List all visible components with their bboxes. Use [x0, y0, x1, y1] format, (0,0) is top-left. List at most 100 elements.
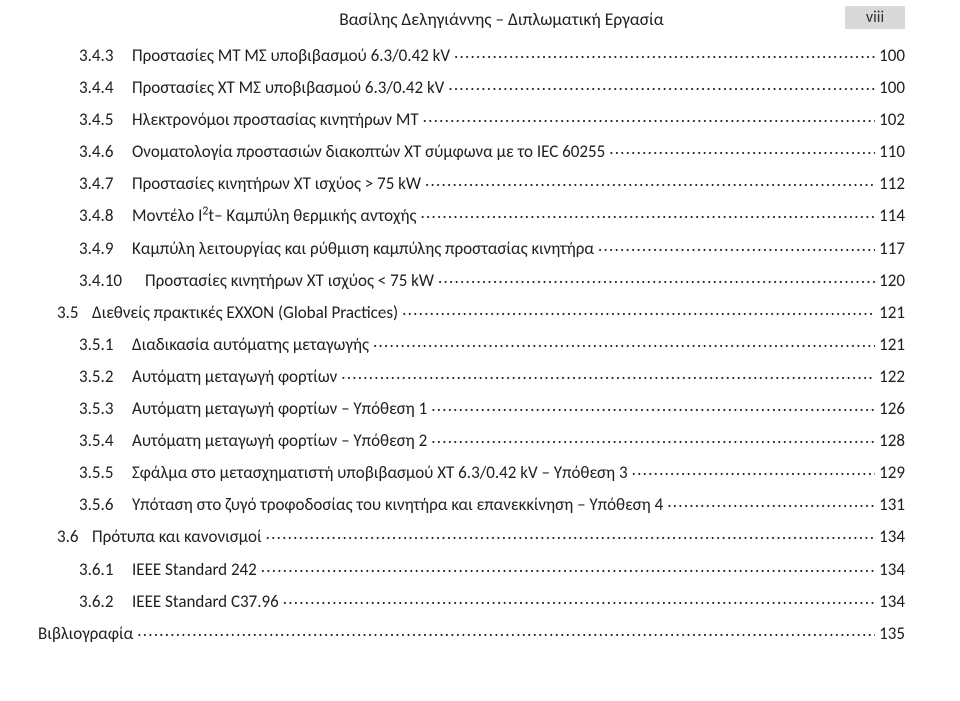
toc-dot-leader — [448, 76, 875, 93]
table-of-contents: 3.4.3Προστασίες ΜΤ ΜΣ υποβιβασμού 6.3/0.… — [38, 44, 905, 642]
toc-dot-leader — [420, 204, 875, 221]
toc-entry-title: Υπόταση στο ζυγό τροφοδοσίας του κινητήρ… — [132, 496, 663, 513]
toc-entry-number: 3.4.3 — [79, 47, 132, 64]
toc-entry-title: Ηλεκτρονόμοι προστασίας κινητήρων ΜΤ — [132, 111, 419, 128]
header-title: Βασίλης Δεληγιάννης – Διπλωματική Εργασί… — [38, 8, 845, 30]
toc-entry-title: Προστασίες κινητήρων ΧΤ ισχύος > 75 kW — [132, 175, 421, 192]
toc-dot-leader — [431, 429, 875, 446]
toc-dot-leader — [373, 333, 875, 350]
toc-entry-title: Αυτόματη μεταγωγή φορτίων – Υπόθεση 1 — [132, 400, 427, 417]
toc-entry-title: IEEE Standard 242 — [132, 561, 257, 578]
toc-entry: 3.4.6Ονοματολογία προστασιών διακοπτών Χ… — [38, 140, 905, 160]
toc-entry: 3.6.1IEEE Standard 242 134 — [38, 558, 905, 578]
toc-entry-page: 100 — [879, 47, 905, 64]
toc-entry-page: 114 — [879, 207, 905, 224]
page-header: Βασίλης Δεληγιάννης – Διπλωματική Εργασί… — [38, 0, 905, 30]
toc-entry: 3.6Πρότυπα και κανονισμοί 134 — [38, 525, 905, 545]
toc-dot-leader — [598, 237, 875, 254]
toc-dot-leader — [425, 172, 875, 189]
toc-entry-page: 128 — [879, 432, 905, 449]
toc-entry-title: IEEE Standard C37.96 — [132, 593, 279, 610]
toc-entry-page: 122 — [879, 368, 905, 385]
toc-entry: 3.4.3Προστασίες ΜΤ ΜΣ υποβιβασμού 6.3/0.… — [38, 44, 905, 64]
toc-entry: 3.4.4Προστασίες ΧΤ ΜΣ υποβιβασμού 6.3/0.… — [38, 76, 905, 96]
toc-entry-number: 3.4.8 — [79, 207, 132, 224]
toc-dot-leader — [423, 108, 875, 125]
toc-entry-page: 129 — [879, 464, 905, 481]
page-number-roman: viii — [866, 8, 884, 27]
toc-dot-leader — [402, 301, 875, 318]
toc-entry-number: 3.5.2 — [79, 368, 132, 385]
toc-entry-title: Προστασίες κινητήρων ΧΤ ισχύος < 75 kW — [145, 272, 434, 289]
toc-entry-page: 121 — [879, 304, 905, 321]
toc-entry: 3.5.6Υπόταση στο ζυγό τροφοδοσίας του κι… — [38, 493, 905, 513]
page-container: Βασίλης Δεληγιάννης – Διπλωματική Εργασί… — [0, 0, 960, 642]
toc-entry-number: 3.5 — [57, 304, 92, 321]
toc-entry-number: 3.5.1 — [79, 336, 132, 353]
toc-dot-leader — [137, 622, 875, 639]
toc-entry-number: 3.5.5 — [79, 464, 132, 481]
toc-entry: 3.5.3Αυτόματη μεταγωγή φορτίων – Υπόθεση… — [38, 397, 905, 417]
toc-entry: 3.5.4Αυτόματη μεταγωγή φορτίων – Υπόθεση… — [38, 429, 905, 449]
toc-entry-title: Διαδικασία αυτόματης μεταγωγής — [132, 336, 369, 353]
toc-entry-title: Σφάλμα στο μετασχηματιστή υποβιβασμού ΧΤ… — [132, 464, 628, 481]
toc-entry-page: 120 — [879, 272, 905, 289]
toc-dot-leader — [266, 525, 875, 542]
toc-entry-page: 126 — [879, 400, 905, 417]
toc-entry-title: Πρότυπα και κανονισμοί — [92, 528, 262, 545]
toc-entry-page: 102 — [879, 111, 905, 128]
toc-entry-page: 121 — [879, 336, 905, 353]
toc-entry-title: Αυτόματη μεταγωγή φορτίων — [132, 368, 337, 385]
toc-entry: 3.5.2Αυτόματη μεταγωγή φορτίων 122 — [38, 365, 905, 385]
toc-entry-number: 3.4.4 — [79, 79, 132, 96]
toc-dot-leader — [667, 493, 875, 510]
toc-entry-title: Καμπύλη λειτουργίας και ρύθμιση καμπύλης… — [132, 240, 594, 257]
toc-entry: 3.4.9Καμπύλη λειτουργίας και ρύθμιση καμ… — [38, 237, 905, 257]
toc-entry-page: 117 — [879, 240, 905, 257]
toc-entry-title: Μοντέλο I2t– Καμπύλη θερμικής αντοχής — [132, 207, 416, 224]
toc-entry-page: 134 — [879, 528, 905, 545]
page-number-box: viii — [845, 6, 905, 29]
toc-entry-number: 3.4.10 — [79, 272, 145, 289]
toc-entry-number: 3.5.4 — [79, 432, 132, 449]
toc-entry: 3.5Διεθνείς πρακτικές EXXON (Global Prac… — [38, 301, 905, 321]
toc-entry-number: 3.6.1 — [79, 561, 132, 578]
toc-entry-page: 134 — [879, 593, 905, 610]
toc-dot-leader — [438, 269, 875, 286]
toc-entry-title: Προστασίες ΧΤ ΜΣ υποβιβασμού 6.3/0.42 kV — [132, 79, 444, 96]
toc-dot-leader — [454, 44, 875, 61]
toc-dot-leader — [283, 590, 875, 607]
toc-entry: 3.4.10Προστασίες κινητήρων ΧΤ ισχύος < 7… — [38, 269, 905, 289]
toc-entry: 3.4.8Μοντέλο I2t– Καμπύλη θερμικής αντοχ… — [38, 204, 905, 224]
toc-entry-number: 3.4.9 — [79, 240, 132, 257]
toc-entry-number: 3.4.6 — [79, 143, 132, 160]
toc-entry-page: 112 — [879, 175, 905, 192]
toc-dot-leader — [632, 461, 876, 478]
toc-dot-leader — [341, 365, 875, 382]
toc-entry: 3.4.7Προστασίες κινητήρων ΧΤ ισχύος > 75… — [38, 172, 905, 192]
toc-entry-title: Προστασίες ΜΤ ΜΣ υποβιβασμού 6.3/0.42 kV — [132, 47, 450, 64]
toc-entry-number: 3.6.2 — [79, 593, 132, 610]
toc-entry-title: Διεθνείς πρακτικές EXXON (Global Practic… — [92, 304, 398, 321]
toc-entry-title: Βιβλιογραφία — [38, 625, 133, 642]
toc-entry-number: 3.5.6 — [79, 496, 132, 513]
toc-entry: 3.5.1Διαδικασία αυτόματης μεταγωγής 121 — [38, 333, 905, 353]
toc-dot-leader — [431, 397, 875, 414]
toc-entry-number: 3.4.5 — [79, 111, 132, 128]
toc-entry-title: Αυτόματη μεταγωγή φορτίων – Υπόθεση 2 — [132, 432, 427, 449]
toc-entry: 3.4.5Ηλεκτρονόμοι προστασίας κινητήρων Μ… — [38, 108, 905, 128]
toc-entry-number: 3.6 — [57, 528, 92, 545]
toc-entry-number: 3.4.7 — [79, 175, 132, 192]
toc-entry-number: 3.5.3 — [79, 400, 132, 417]
toc-entry: 3.5.5Σφάλμα στο μετασχηματιστή υποβιβασμ… — [38, 461, 905, 481]
toc-entry-page: 110 — [879, 143, 905, 160]
toc-entry-page: 100 — [879, 79, 905, 96]
toc-entry-page: 134 — [879, 561, 905, 578]
toc-entry: Βιβλιογραφία 135 — [38, 622, 905, 642]
toc-entry-page: 131 — [879, 496, 905, 513]
toc-dot-leader — [261, 558, 875, 575]
toc-entry: 3.6.2IEEE Standard C37.96 134 — [38, 590, 905, 610]
toc-dot-leader — [609, 140, 875, 157]
toc-entry-title: Ονοματολογία προστασιών διακοπτών ΧΤ σύμ… — [132, 143, 605, 160]
toc-entry-page: 135 — [879, 625, 905, 642]
